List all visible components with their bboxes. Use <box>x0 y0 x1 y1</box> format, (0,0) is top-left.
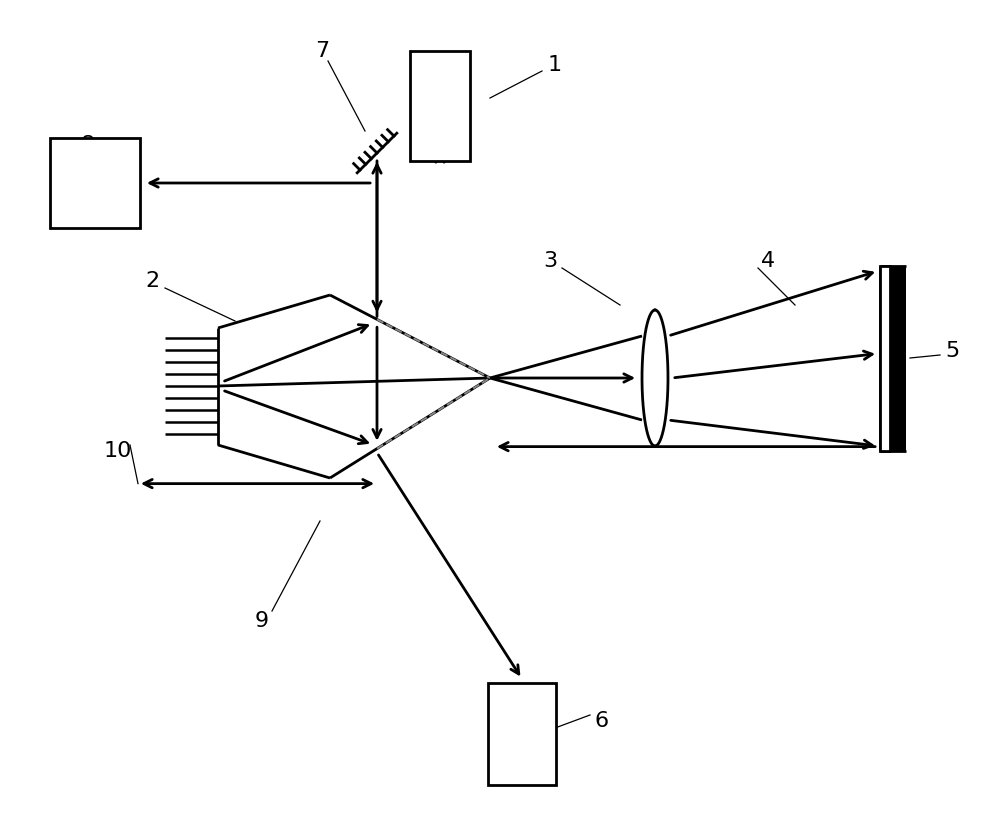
Text: 7: 7 <box>315 41 329 61</box>
Text: 3: 3 <box>543 251 557 271</box>
Text: 9: 9 <box>255 611 269 631</box>
Bar <box>50 138 140 228</box>
Bar <box>890 266 906 451</box>
Bar <box>488 683 556 785</box>
Text: 1: 1 <box>548 55 562 75</box>
Bar <box>880 266 890 451</box>
Text: 6: 6 <box>595 711 609 731</box>
Text: 10: 10 <box>104 441 132 461</box>
Text: 8: 8 <box>81 135 95 155</box>
Text: 5: 5 <box>945 341 959 361</box>
Text: 2: 2 <box>145 271 159 291</box>
Bar <box>410 51 470 161</box>
Text: 4: 4 <box>761 251 775 271</box>
